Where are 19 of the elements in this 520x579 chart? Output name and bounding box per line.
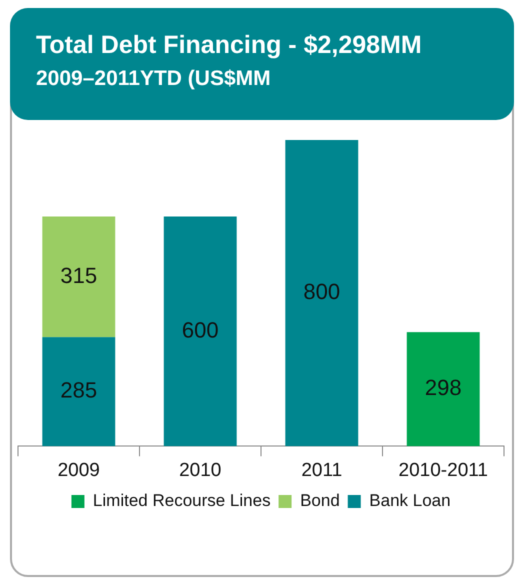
chart-subtitle: 2009–2011YTD (US$MM	[36, 66, 272, 92]
bar	[164, 216, 237, 446]
legend-label: Limited Recourse Lines	[92, 491, 271, 510]
bar	[42, 216, 116, 338]
x-tick-label: 2009	[58, 460, 100, 481]
bar	[406, 332, 480, 446]
x-tick-label: 2010-2011	[398, 460, 488, 481]
x-tick-label: 2010	[179, 460, 222, 481]
chart-title: Total Debt Financing - $2,298MM	[36, 30, 423, 60]
x-tick-label: 2011	[301, 460, 342, 481]
data-label: 285	[60, 378, 98, 403]
legend-label: Bank Loan	[369, 491, 451, 510]
data-label: 600	[182, 317, 219, 342]
bar	[42, 337, 116, 446]
bar	[285, 140, 358, 446]
legend-label: Bond	[300, 491, 340, 510]
data-label: 298	[424, 375, 462, 400]
data-label: 800	[303, 279, 340, 304]
data-label: 315	[60, 262, 98, 288]
